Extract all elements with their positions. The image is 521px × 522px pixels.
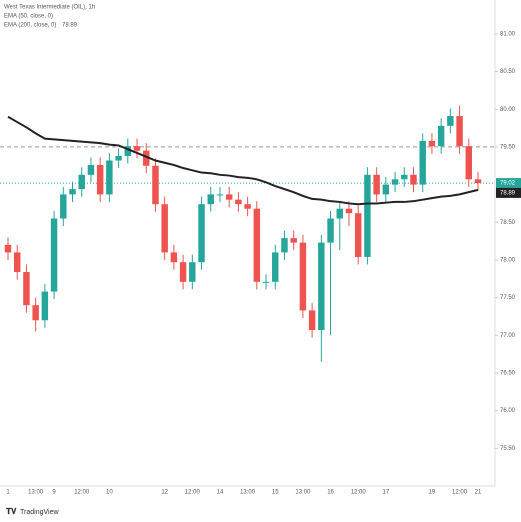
candle-body bbox=[437, 125, 445, 147]
candle-body bbox=[401, 174, 408, 180]
x-tick-label: 15 bbox=[272, 490, 279, 496]
candle-body bbox=[23, 272, 30, 306]
candle-body bbox=[235, 199, 242, 205]
candle-body bbox=[50, 218, 58, 292]
ema-label: 78.89 bbox=[500, 190, 516, 196]
x-tick-label: 12:00 bbox=[185, 490, 201, 496]
y-tick-label: 78.00 bbox=[500, 258, 516, 264]
candle-body bbox=[272, 252, 279, 282]
candle-body bbox=[336, 208, 343, 219]
candle-body bbox=[13, 252, 21, 273]
indicator-label: EMA (50, close, 0) bbox=[4, 14, 53, 20]
candle-body bbox=[179, 262, 187, 282]
ema-badge bbox=[496, 187, 521, 198]
candle-body bbox=[318, 242, 325, 331]
y-tick-label: 81.00 bbox=[500, 31, 516, 37]
candle-body bbox=[69, 189, 76, 195]
x-tick-label: 19 bbox=[429, 490, 436, 496]
candle-body bbox=[327, 218, 334, 243]
candle-body bbox=[262, 281, 270, 283]
last-price-label: 79.02 bbox=[500, 181, 516, 187]
x-tick-label: 12:00 bbox=[351, 490, 367, 496]
candle-body bbox=[456, 116, 463, 147]
x-tick-label: 14 bbox=[217, 490, 224, 496]
candle-body bbox=[143, 150, 150, 166]
x-tick-label: 16 bbox=[327, 490, 334, 496]
candle-body bbox=[189, 262, 196, 282]
candle-body bbox=[281, 238, 288, 253]
candle-body bbox=[290, 238, 297, 243]
last-price-badge bbox=[496, 178, 521, 189]
x-tick-label: 17 bbox=[382, 490, 389, 496]
chart-title: West Texas Intermediate (OIL), 1h bbox=[4, 5, 95, 11]
y-tick-label: 77.00 bbox=[500, 333, 516, 339]
candle-body bbox=[78, 174, 85, 190]
x-tick-label: 21 bbox=[475, 490, 482, 496]
x-tick-label: 9 bbox=[52, 490, 56, 496]
candle-body bbox=[216, 194, 224, 196]
candle-body bbox=[465, 146, 473, 180]
y-tick-label: 76.50 bbox=[500, 371, 516, 377]
candle-body bbox=[253, 208, 261, 282]
candle-body bbox=[410, 174, 417, 185]
candle-body bbox=[373, 174, 380, 195]
x-tick-label: 13:00 bbox=[28, 490, 44, 496]
candle-body bbox=[364, 174, 371, 257]
candle-body bbox=[354, 213, 362, 257]
brand-logo: 𝐓𝐕 bbox=[6, 507, 17, 516]
candle-body bbox=[447, 116, 454, 126]
x-tick-label: 12:00 bbox=[452, 490, 468, 496]
candle-body bbox=[244, 204, 251, 209]
candle-body bbox=[308, 310, 316, 331]
candle-body bbox=[428, 140, 436, 147]
candle-body bbox=[161, 204, 168, 253]
y-tick-label: 80.50 bbox=[500, 69, 516, 75]
candle-body bbox=[299, 242, 307, 311]
y-tick-label: 75.50 bbox=[500, 446, 516, 452]
candle-body bbox=[382, 184, 390, 195]
brand: TradingView bbox=[20, 509, 59, 516]
x-tick-label: 12 bbox=[161, 490, 168, 496]
x-tick-label: 13:00 bbox=[240, 490, 256, 496]
indicator-value: 78.89 bbox=[62, 23, 78, 29]
candle-body bbox=[87, 165, 95, 175]
candle-body bbox=[419, 140, 426, 185]
candle-body bbox=[170, 252, 178, 263]
candle-body bbox=[474, 179, 482, 184]
candle-body bbox=[133, 146, 141, 151]
x-tick-label: 1 bbox=[6, 490, 10, 496]
x-tick-label: 12:00 bbox=[74, 490, 90, 496]
candle-body bbox=[60, 194, 67, 219]
candle-body bbox=[124, 146, 132, 156]
indicator-label: EMA (200, close, 0) bbox=[4, 23, 56, 29]
x-tick-label: 10 bbox=[106, 490, 113, 496]
y-tick-label: 77.50 bbox=[500, 295, 516, 301]
y-tick-label: 79.50 bbox=[500, 145, 516, 151]
candle-body bbox=[96, 165, 104, 195]
x-tick-label: 13:00 bbox=[295, 490, 311, 496]
candle-body bbox=[198, 204, 205, 263]
candle-body bbox=[391, 179, 399, 185]
candle-body bbox=[207, 194, 214, 205]
candle-body bbox=[115, 155, 122, 161]
y-tick-label: 78.50 bbox=[500, 220, 516, 226]
candle-body bbox=[32, 305, 39, 321]
y-tick-label: 76.00 bbox=[500, 408, 516, 414]
y-tick-label: 80.00 bbox=[500, 107, 516, 113]
candle-body bbox=[225, 194, 233, 200]
candle-body bbox=[106, 160, 113, 195]
candle-body bbox=[41, 291, 49, 321]
candle-body bbox=[4, 244, 12, 253]
candle-body bbox=[152, 165, 159, 205]
candle-body bbox=[345, 208, 353, 214]
ema-line bbox=[7, 115, 479, 206]
